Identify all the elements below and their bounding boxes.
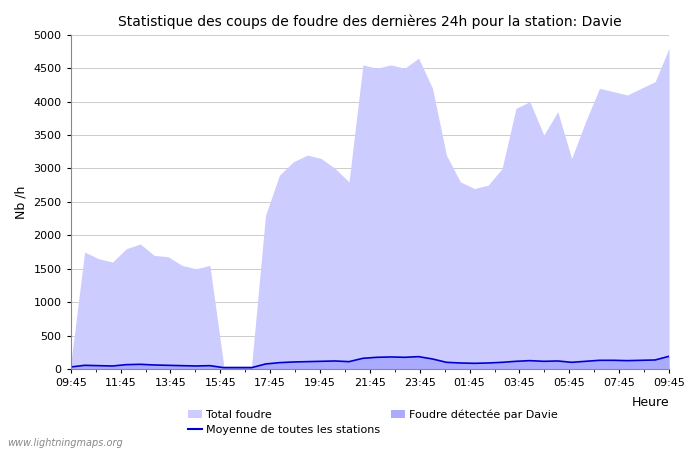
- Text: www.lightningmaps.org: www.lightningmaps.org: [7, 438, 122, 448]
- Y-axis label: Nb /h: Nb /h: [15, 185, 28, 219]
- Legend: Total foudre, Moyenne de toutes les stations, Foudre détectée par Davie: Total foudre, Moyenne de toutes les stat…: [184, 405, 562, 440]
- Title: Statistique des coups de foudre des dernières 24h pour la station: Davie: Statistique des coups de foudre des dern…: [118, 15, 622, 30]
- Text: Heure: Heure: [631, 396, 669, 409]
